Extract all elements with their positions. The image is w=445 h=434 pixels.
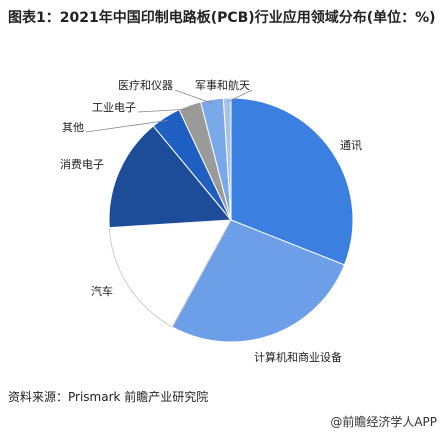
source-note: 资料来源：Prismark 前瞻产业研究院 <box>8 390 209 404</box>
slice-label: 军事和航天 <box>195 78 250 92</box>
leader-line <box>227 89 253 103</box>
pie-slice <box>108 125 233 229</box>
pie-slice <box>222 97 232 221</box>
leader-line <box>137 108 192 113</box>
slice-label: 消费电子 <box>60 157 104 171</box>
chart-title: 图表1：2021年中国印制电路板(PCB)行业应用领域分布(单位：%) <box>8 10 436 26</box>
slice-label: 汽车 <box>91 284 113 298</box>
slice-label: 医疗和仪器 <box>118 78 173 92</box>
pie-slice <box>108 219 232 328</box>
pie-slice <box>230 97 354 266</box>
slice-label: 计算机和商业设备 <box>254 350 342 364</box>
pie-slice <box>171 219 346 343</box>
slice-label: 通讯 <box>340 139 362 152</box>
brand: @前瞻经济学人APP <box>330 415 437 429</box>
leader-line <box>174 89 213 104</box>
slice-label: 工业电子 <box>92 101 136 114</box>
leader-line <box>85 119 168 133</box>
slice-label: 其他 <box>62 121 84 134</box>
